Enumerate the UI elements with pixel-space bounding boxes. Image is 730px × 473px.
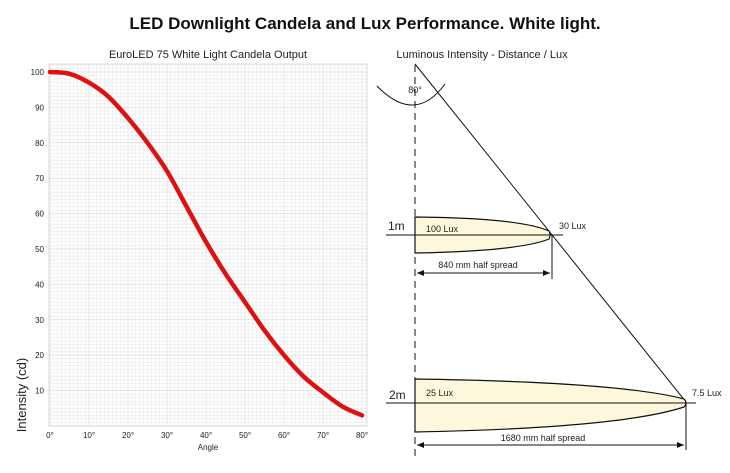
- lux-profile-2m: [414, 378, 687, 433]
- x-tick-label: 40°: [200, 431, 212, 440]
- edge-lux-label: 7.5 Lux: [692, 388, 722, 398]
- y-axis-label: Intensity (cd): [14, 358, 29, 432]
- beam-angle-arc: [376, 83, 446, 106]
- x-tick-label: 80°: [356, 431, 368, 440]
- center-lux-label: 100 Lux: [426, 224, 459, 234]
- candela-curve: [47, 69, 365, 418]
- y-tick-label: 50: [35, 245, 44, 254]
- chart-title: EuroLED 75 White Light Candela Output: [109, 49, 307, 61]
- y-tick-label: 100: [31, 68, 45, 77]
- edge-lux-label: 30 Lux: [559, 221, 587, 231]
- distance-label: 1m: [388, 219, 405, 233]
- spread-label: 840 mm half spread: [438, 260, 518, 270]
- x-tick-label: 50°: [239, 431, 251, 440]
- y-tick-label: 60: [35, 210, 44, 219]
- y-tick-label: 90: [35, 103, 44, 112]
- beam-edge-line: [414, 63, 687, 403]
- y-tick-label: 30: [35, 316, 44, 325]
- level-2m: 2m 25 Lux 7.5 Lux 1680 mm half spread: [386, 378, 722, 450]
- x-tick-label: 60°: [278, 431, 290, 440]
- chart-ticks: 0° 10° 20° 30° 40° 50° 60° 70° 80° 10 20 30 40 50 60 70…: [31, 68, 368, 440]
- y-tick-label: 40: [35, 280, 44, 289]
- x-axis-label: Angle: [198, 443, 219, 452]
- x-tick-label: 0°: [46, 431, 54, 440]
- diagram-title: Luminous Intensity - Distance / Lux: [396, 49, 568, 61]
- x-tick-label: 10°: [83, 431, 95, 440]
- page-title: LED Downlight Candela and Lux Performanc…: [129, 14, 601, 33]
- y-tick-label: 10: [35, 387, 44, 396]
- center-lux-label: 25 Lux: [426, 388, 454, 398]
- beam-angle-label: 80°: [408, 85, 422, 95]
- x-tick-label: 20°: [122, 431, 134, 440]
- y-tick-label: 20: [35, 351, 44, 360]
- x-tick-label: 30°: [161, 431, 173, 440]
- distance-label: 2m: [389, 388, 406, 402]
- spread-label: 1680 mm half spread: [501, 433, 586, 443]
- y-tick-label: 70: [35, 174, 44, 183]
- x-tick-label: 70°: [317, 431, 329, 440]
- y-tick-label: 80: [35, 139, 44, 148]
- level-1m: 1m 100 Lux 30 Lux 840 mm half spread: [386, 216, 587, 279]
